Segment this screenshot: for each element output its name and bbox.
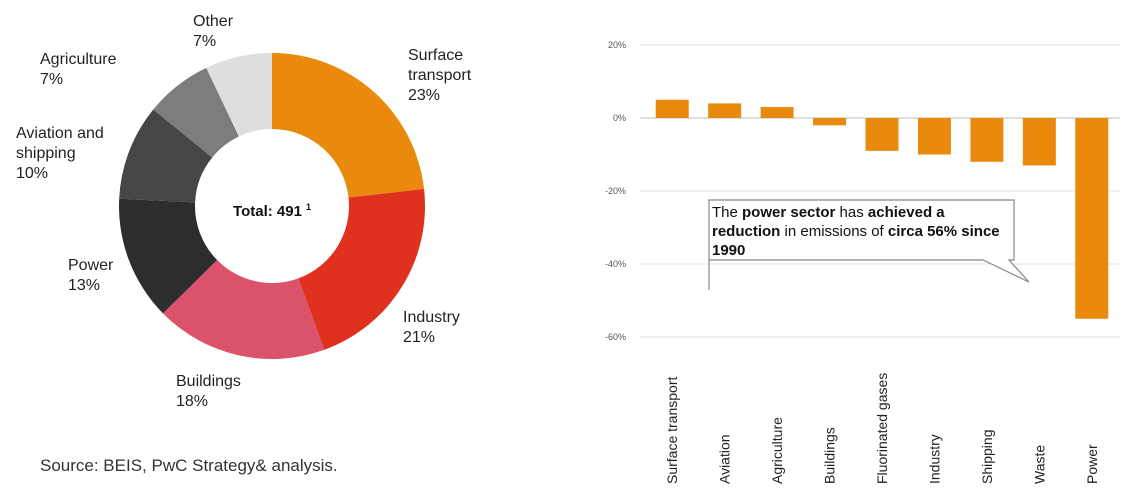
- category-label: Waste: [1031, 445, 1047, 484]
- donut-label-line: 18%: [176, 393, 208, 410]
- bar-y-ticks: 20% 0% -20% -40% -60%: [605, 40, 626, 342]
- donut-center-text: Total: 491: [233, 203, 302, 220]
- y-tick-label: -40%: [605, 259, 626, 269]
- bar-shipping: [970, 118, 1004, 162]
- donut-labels: Surface transport 23% Industry 21% Buildings 1…: [16, 13, 472, 410]
- donut-slice-buildings: [162, 260, 325, 359]
- bar-aviation: [708, 103, 742, 118]
- donut-label-line: 23%: [408, 87, 440, 104]
- donut-slices: [118, 53, 425, 359]
- y-tick-label: 20%: [608, 40, 626, 50]
- category-label: Power: [1084, 444, 1100, 484]
- bar-category-labels: Surface transport Aviation Agriculture Buil…: [664, 373, 1100, 484]
- donut-label-surface-transport: Surface transport 23%: [408, 47, 472, 104]
- category-label: Surface transport: [664, 377, 680, 484]
- category-label: Shipping: [979, 430, 995, 485]
- donut-slice-aviation-and-shipping: [119, 109, 213, 203]
- donut-label-line: Surface: [408, 47, 463, 64]
- donut-label-line: Power: [68, 257, 114, 274]
- donut-label-agriculture: Agriculture 7%: [40, 51, 117, 88]
- donut-label-line: Other: [193, 13, 234, 30]
- donut-label-line: 13%: [68, 277, 100, 294]
- donut-label-line: 7%: [193, 33, 216, 50]
- donut-slice-power: [118, 198, 218, 314]
- donut-label-industry: Industry 21%: [403, 309, 460, 346]
- y-tick-label: -20%: [605, 186, 626, 196]
- bar-buildings: [813, 118, 847, 126]
- callout-emphasis: achieved a reduction: [712, 204, 945, 240]
- donut-label-line: 21%: [403, 329, 435, 346]
- y-tick-label: -60%: [605, 332, 626, 342]
- callout-emphasis: circa 56% since 1990: [712, 223, 1000, 259]
- donut-label-buildings: Buildings 18%: [176, 373, 241, 410]
- bar-industry: [917, 118, 951, 155]
- bar-agriculture: [760, 107, 794, 118]
- donut-chart: Surface transport 23% Industry 21% Buildings 1…: [16, 13, 472, 410]
- bar-chart: 20% 0% -20% -40% -60% Surface transport Aviat…: [605, 40, 1120, 484]
- donut-slice-industry: [298, 189, 425, 350]
- callout-box: [708, 199, 1030, 290]
- donut-label-line: transport: [408, 67, 472, 84]
- donut-slice-other: [206, 53, 272, 137]
- donut-label-line: Aviation and: [16, 125, 104, 142]
- donut-label-other: Other 7%: [193, 13, 234, 50]
- category-label: Agriculture: [769, 417, 785, 484]
- source-note: Source: BEIS, PwC Strategy& analysis.: [40, 456, 338, 475]
- donut-label-line: shipping: [16, 145, 76, 162]
- donut-label-aviation-and-shipping: Aviation and shipping 10%: [16, 125, 104, 182]
- donut-center-footnote: 1: [306, 202, 311, 212]
- category-label: Buildings: [822, 427, 838, 484]
- donut-label-line: Agriculture: [40, 51, 117, 68]
- donut-label-line: Buildings: [176, 373, 241, 390]
- category-label: Industry: [926, 434, 942, 484]
- y-tick-label: 0%: [613, 113, 626, 123]
- bar-waste: [1022, 118, 1056, 166]
- donut-slice-agriculture: [153, 67, 239, 158]
- donut-label-power: Power 13%: [68, 257, 114, 294]
- donut-slice-surface-transport: [272, 53, 425, 198]
- callout-emphasis: power sector: [742, 204, 836, 221]
- bar-surface-transport: [655, 99, 689, 118]
- bar-bars: [655, 99, 1109, 319]
- donut-label-line: Industry: [403, 309, 460, 326]
- callout-segment: The: [712, 204, 743, 221]
- callout-segment: has: [835, 204, 868, 221]
- callout-text: The power sector has achieved a reductio…: [712, 203, 1012, 260]
- category-label: Aviation: [717, 434, 733, 484]
- donut-label-line: 10%: [16, 165, 48, 182]
- category-label: Fluorinated gases: [874, 373, 890, 484]
- bar-fluorinated-gases: [865, 118, 899, 151]
- bar-gridlines: [640, 44, 1120, 338]
- bar-power: [1075, 118, 1109, 319]
- callout-segment: in emissions of: [780, 223, 888, 240]
- donut-label-line: 7%: [40, 71, 63, 88]
- donut-center-total: Total: 491 1: [233, 202, 311, 220]
